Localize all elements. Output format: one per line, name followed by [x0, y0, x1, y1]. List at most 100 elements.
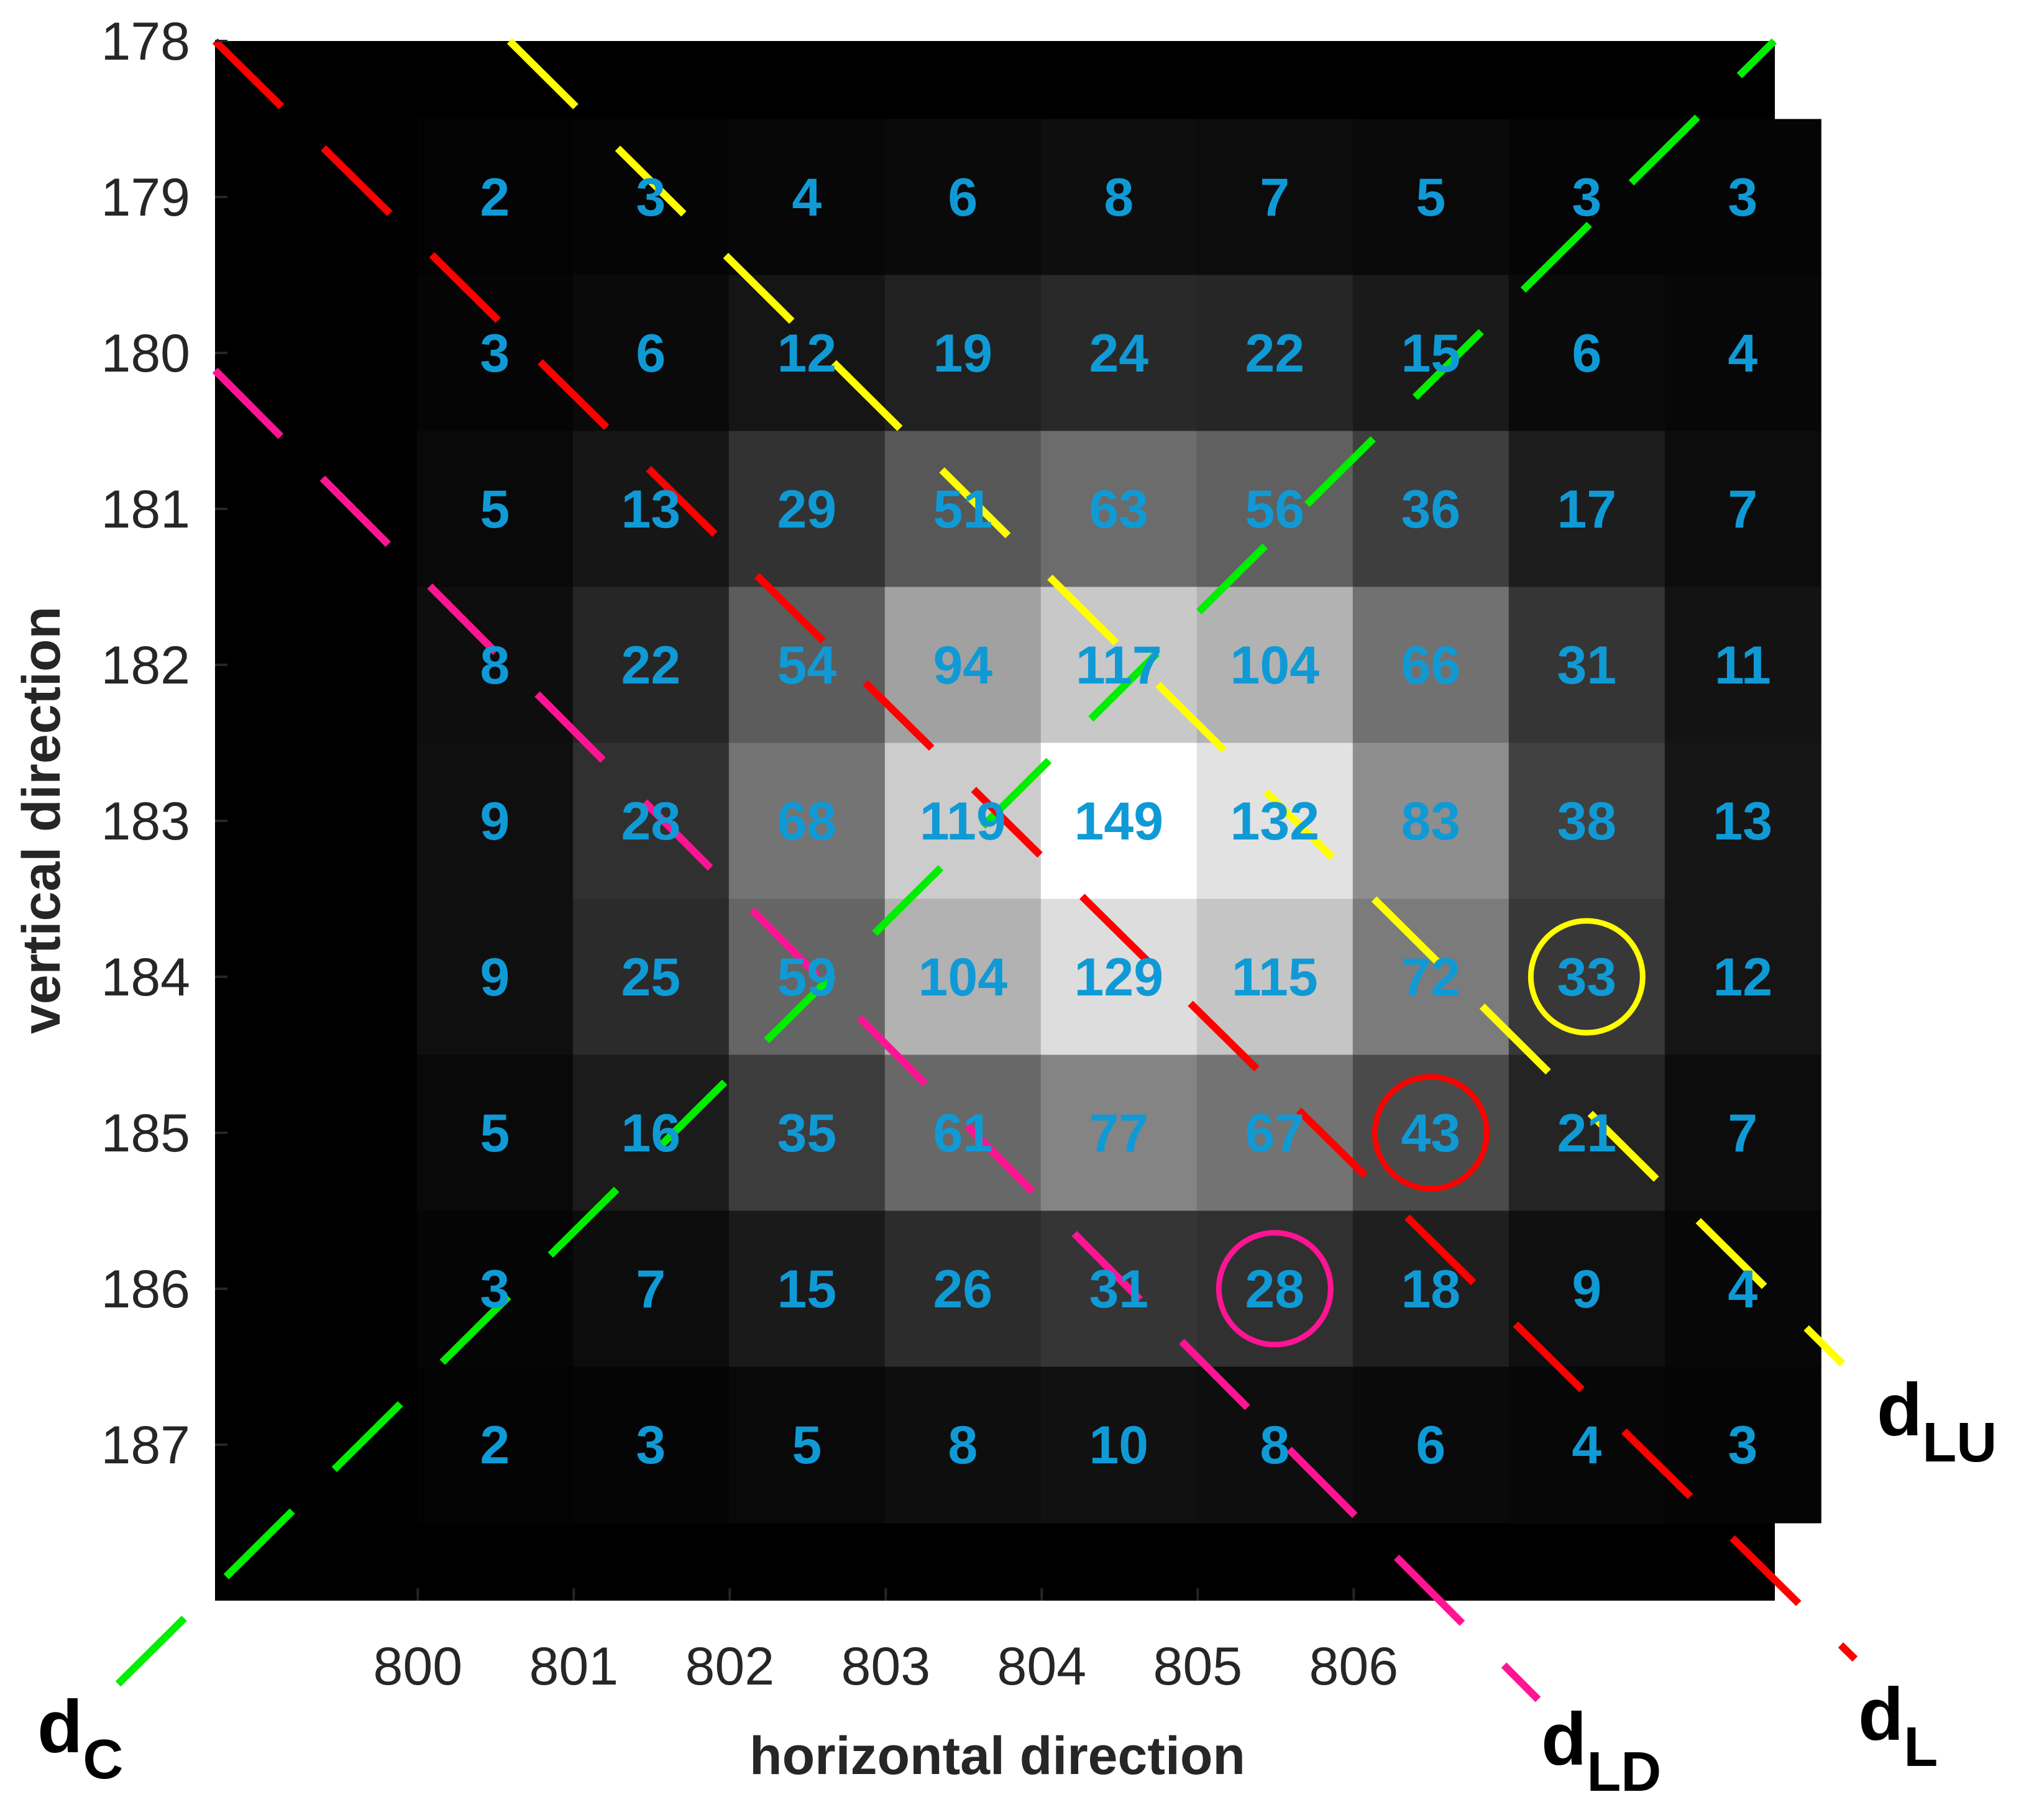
cell-value-label: 13 — [621, 480, 680, 539]
x-tick-label: 804 — [997, 1637, 1087, 1696]
cell-value-label: 18 — [1401, 1260, 1460, 1319]
heatmap-cell — [884, 1366, 1042, 1524]
circle-marker — [1528, 918, 1646, 1036]
cell-value-label: 4 — [1728, 324, 1757, 383]
heatmap-cell — [1040, 587, 1198, 744]
heatmap-cell — [416, 899, 574, 1056]
cell-value-label: 4 — [1572, 1415, 1601, 1475]
cell-value-label: 6 — [636, 324, 666, 383]
heatmap-cell — [1664, 587, 1821, 744]
y-tick-label: 178 — [101, 12, 191, 71]
cell-value-label: 9 — [480, 792, 510, 851]
cell-value-label: 19 — [933, 324, 992, 383]
heatmap-cell — [572, 1210, 730, 1368]
cell-value-label: 26 — [933, 1260, 992, 1319]
cell-value-label: 7 — [1728, 1104, 1757, 1163]
cell-value-label: 5 — [480, 480, 510, 539]
heatmap-cell — [1196, 275, 1354, 432]
cell-value-label: 15 — [777, 1260, 836, 1319]
heatmap-cell — [1664, 1210, 1821, 1368]
cell-value-label: 7 — [1260, 168, 1290, 227]
cell-value-label: 15 — [1401, 324, 1460, 383]
x-tick-label: 800 — [373, 1637, 463, 1696]
heatmap-cell — [572, 587, 730, 744]
cell-value-label: 77 — [1089, 1104, 1148, 1163]
heatmap-cell — [884, 275, 1042, 432]
cell-value-label: 72 — [1401, 948, 1460, 1007]
cell-value-label: 3 — [480, 1260, 510, 1319]
cell-value-label: 129 — [1074, 948, 1164, 1007]
heatmap-cell — [1196, 587, 1354, 744]
heatmap-cell — [728, 743, 886, 900]
heatmap-cell — [1196, 119, 1354, 276]
heatmap-cell — [1196, 431, 1354, 588]
cell-value-label: 8 — [480, 636, 510, 695]
heatmap-cell — [572, 119, 730, 276]
cell-value-label: 68 — [777, 792, 836, 851]
cell-value-label: 9 — [1572, 1260, 1601, 1319]
cell-value-label: 12 — [1713, 948, 1772, 1007]
cell-value-label: 104 — [919, 948, 1008, 1007]
cell-value-label: 38 — [1557, 792, 1616, 851]
cell-value-label: 132 — [1230, 792, 1320, 851]
heatmap-cell — [1352, 1366, 1509, 1524]
cell-value-label: 22 — [621, 636, 680, 695]
heatmap-cell — [728, 1054, 886, 1212]
y-tick-label: 187 — [101, 1415, 191, 1475]
cell-value-label: 35 — [777, 1104, 836, 1163]
heatmap-cell — [1508, 119, 1665, 276]
heatmap-cell — [572, 1366, 730, 1524]
cell-value-label: 5 — [480, 1104, 510, 1163]
line-label-dC: dC — [37, 1685, 123, 1791]
heatmap-cell — [1196, 899, 1354, 1056]
cell-value-label: 7 — [1728, 480, 1757, 539]
heatmap-cell — [416, 1366, 574, 1524]
cell-value-label: 119 — [920, 792, 1006, 851]
x-axis-label: horizontal direction — [749, 1726, 1245, 1786]
heatmap-cell — [1040, 1366, 1198, 1524]
heatmap-cell — [1040, 1210, 1198, 1368]
heatmap-cell — [1664, 899, 1821, 1056]
heatmap-cell — [1508, 899, 1665, 1056]
cell-value-label: 6 — [1416, 1415, 1445, 1475]
cell-value-label: 83 — [1401, 792, 1460, 851]
line-labels: dC dL dLU dLD — [37, 1368, 1997, 1803]
cell-value-label: 43 — [1401, 1104, 1460, 1163]
cell-value-label: 8 — [1260, 1415, 1290, 1475]
heatmap-cell — [728, 587, 886, 744]
heatmap-cell — [1040, 431, 1198, 588]
cell-value-label: 25 — [621, 948, 680, 1007]
heatmap-cell — [1508, 431, 1665, 588]
cell-value-label: 28 — [621, 792, 680, 851]
heatmap-cell — [1040, 743, 1198, 900]
heatmap-cell — [1352, 431, 1509, 588]
cell-value-label: 115 — [1232, 948, 1318, 1007]
cell-value-label: 4 — [792, 168, 822, 227]
heatmap-cell — [416, 119, 574, 276]
heatmap-cell — [1196, 1210, 1354, 1368]
heatmap-cell — [416, 743, 574, 900]
heatmap-cell — [884, 1210, 1042, 1368]
heatmap-cell — [416, 1054, 574, 1212]
cell-value-label: 94 — [933, 636, 992, 695]
line-dLU — [506, 38, 1846, 1367]
circle-marker — [1216, 1230, 1334, 1348]
heatmap-cell — [884, 587, 1042, 744]
cell-value-label: 3 — [1728, 168, 1757, 227]
heatmap-cell — [1508, 743, 1665, 900]
heatmap-cell — [572, 1054, 730, 1212]
cell-value-label: 11 — [1715, 636, 1771, 695]
y-tick-labels: 178 179 180 181 182 183 184 185 186 187 — [101, 12, 227, 1475]
line-dC — [115, 38, 1777, 1687]
circled-cells — [1216, 918, 1646, 1348]
heatmap-cell — [1664, 119, 1821, 276]
heatmap-cell — [884, 1054, 1042, 1212]
heatmap-cell — [1196, 1054, 1354, 1212]
cell-value-label: 24 — [1089, 324, 1148, 383]
x-tick-label: 805 — [1153, 1637, 1243, 1696]
cell-value-label: 17 — [1557, 480, 1616, 539]
x-tick-label: 806 — [1309, 1637, 1399, 1696]
cell-value-label: 51 — [933, 480, 992, 539]
cell-value-label: 2 — [480, 1415, 510, 1475]
